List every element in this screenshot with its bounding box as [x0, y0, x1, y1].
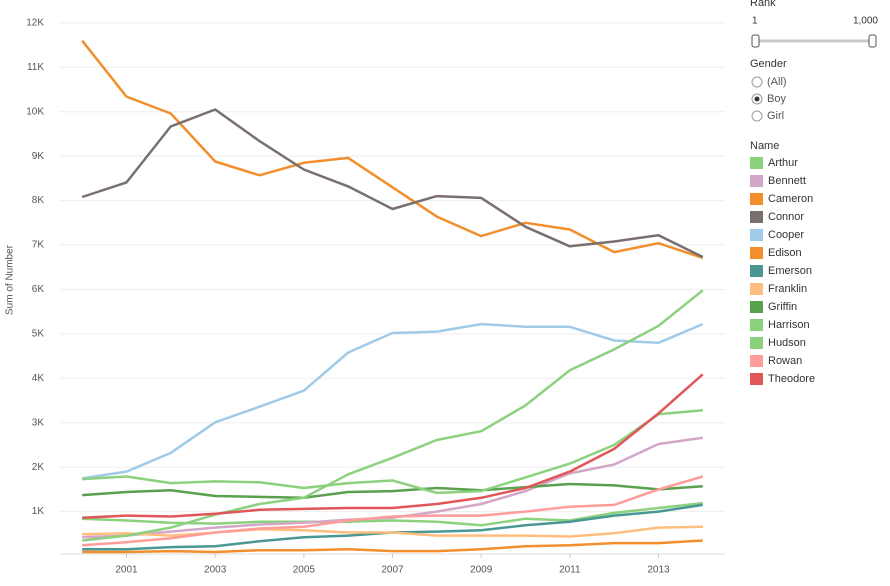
radio-dot	[754, 96, 760, 102]
legend-swatch[interactable]	[750, 283, 763, 295]
y-tick-label: 8K	[32, 195, 45, 206]
y-tick-label: 5K	[32, 329, 45, 340]
legend-swatch[interactable]	[750, 301, 763, 313]
legend-label[interactable]: Theodore	[768, 373, 815, 385]
legend-swatch[interactable]	[750, 211, 763, 223]
radio-label[interactable]: (All)	[767, 76, 787, 88]
y-tick-label: 4K	[32, 373, 45, 384]
legend-swatch[interactable]	[750, 355, 763, 367]
series-line	[82, 482, 703, 500]
y-tick-label: 3K	[32, 417, 45, 428]
rank-title: Rank	[750, 0, 776, 9]
legend-label[interactable]: Arthur	[768, 157, 798, 169]
series-line	[82, 525, 703, 538]
legend-swatch[interactable]	[750, 157, 763, 169]
x-tick-label: 2003	[204, 565, 227, 576]
legend-label[interactable]: Emerson	[768, 265, 812, 277]
y-tick-label: 7K	[32, 240, 45, 251]
legend-swatch[interactable]	[750, 175, 763, 187]
series-line	[82, 475, 704, 547]
legend-swatch[interactable]	[750, 265, 763, 277]
legend-swatch[interactable]	[750, 193, 763, 205]
x-tick-label: 2013	[647, 565, 670, 576]
y-tick-label: 10K	[26, 106, 44, 117]
series-line	[82, 501, 703, 527]
radio-button[interactable]	[751, 76, 763, 88]
sidebar: Rank 1 1,000 Gender Name	[750, 0, 878, 152]
rank-max: 1,000	[853, 16, 878, 27]
legend-label[interactable]: Edison	[768, 247, 802, 259]
series-line	[82, 436, 703, 539]
rank-handle-min[interactable]	[751, 34, 760, 48]
legend-swatch[interactable]	[750, 337, 763, 349]
series-line	[82, 322, 704, 480]
radio-button[interactable]	[751, 110, 763, 122]
x-tick-label: 2011	[559, 565, 581, 576]
radio-label[interactable]: Girl	[767, 110, 784, 122]
series-line	[81, 108, 704, 259]
y-tick-label: 1K	[32, 506, 45, 517]
y-tick-label: 12K	[26, 18, 44, 29]
legend-label[interactable]: Bennett	[768, 175, 806, 187]
legend-label[interactable]: Franklin	[768, 283, 807, 295]
legend-label[interactable]: Cameron	[768, 193, 813, 205]
legend-title: Name	[750, 140, 779, 152]
x-tick-label: 2009	[470, 565, 493, 576]
legend-swatch[interactable]	[750, 373, 763, 385]
legend-label[interactable]: Hudson	[768, 337, 806, 349]
series-line	[82, 539, 703, 554]
y-tick-label: 9K	[32, 151, 45, 162]
legend-swatch[interactable]	[750, 247, 763, 259]
legend-label[interactable]: Harrison	[768, 319, 810, 331]
legend-swatch[interactable]	[750, 319, 763, 331]
series-line	[82, 289, 704, 542]
rank-min: 1	[752, 16, 758, 27]
y-tick-label: 2K	[32, 462, 45, 473]
y-axis-label: Sum of Number	[5, 244, 16, 315]
x-tick-label: 2001	[115, 565, 138, 576]
x-tick-label: 2005	[293, 565, 316, 576]
y-tick-label: 11K	[27, 62, 44, 73]
y-tick-label: 6K	[32, 284, 45, 295]
radio-label[interactable]: Boy	[767, 93, 786, 105]
series-line	[82, 409, 703, 495]
legend-label[interactable]: Griffin	[768, 301, 797, 313]
series-line	[82, 373, 704, 520]
legend-label[interactable]: Cooper	[768, 229, 804, 241]
legend-swatch[interactable]	[750, 229, 763, 241]
series-line	[81, 39, 704, 260]
x-tick-label: 2007	[381, 565, 404, 576]
gender-title: Gender	[750, 58, 787, 70]
legend-label[interactable]: Rowan	[768, 355, 802, 367]
legend-label[interactable]: Connor	[768, 211, 804, 223]
rank-handle-max[interactable]	[868, 34, 877, 48]
